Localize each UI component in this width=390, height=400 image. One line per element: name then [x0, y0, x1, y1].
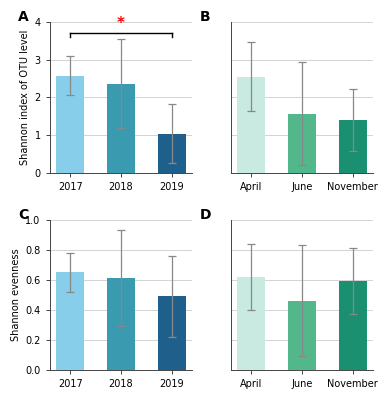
Text: D: D: [199, 208, 211, 222]
Text: *: *: [117, 16, 125, 31]
Bar: [237, 277, 265, 370]
Bar: [158, 134, 186, 173]
Bar: [107, 278, 135, 370]
Text: B: B: [199, 10, 210, 24]
Bar: [339, 281, 367, 370]
Bar: [56, 272, 84, 370]
Text: A: A: [18, 10, 29, 24]
Bar: [107, 84, 135, 173]
Bar: [288, 301, 316, 370]
Bar: [339, 120, 367, 173]
Bar: [56, 76, 84, 173]
Bar: [237, 77, 265, 173]
Y-axis label: Shannon evenness: Shannon evenness: [11, 248, 21, 341]
Y-axis label: Shannon index of OTU level: Shannon index of OTU level: [20, 30, 30, 165]
Bar: [288, 114, 316, 173]
Text: C: C: [18, 208, 28, 222]
Bar: [158, 296, 186, 370]
